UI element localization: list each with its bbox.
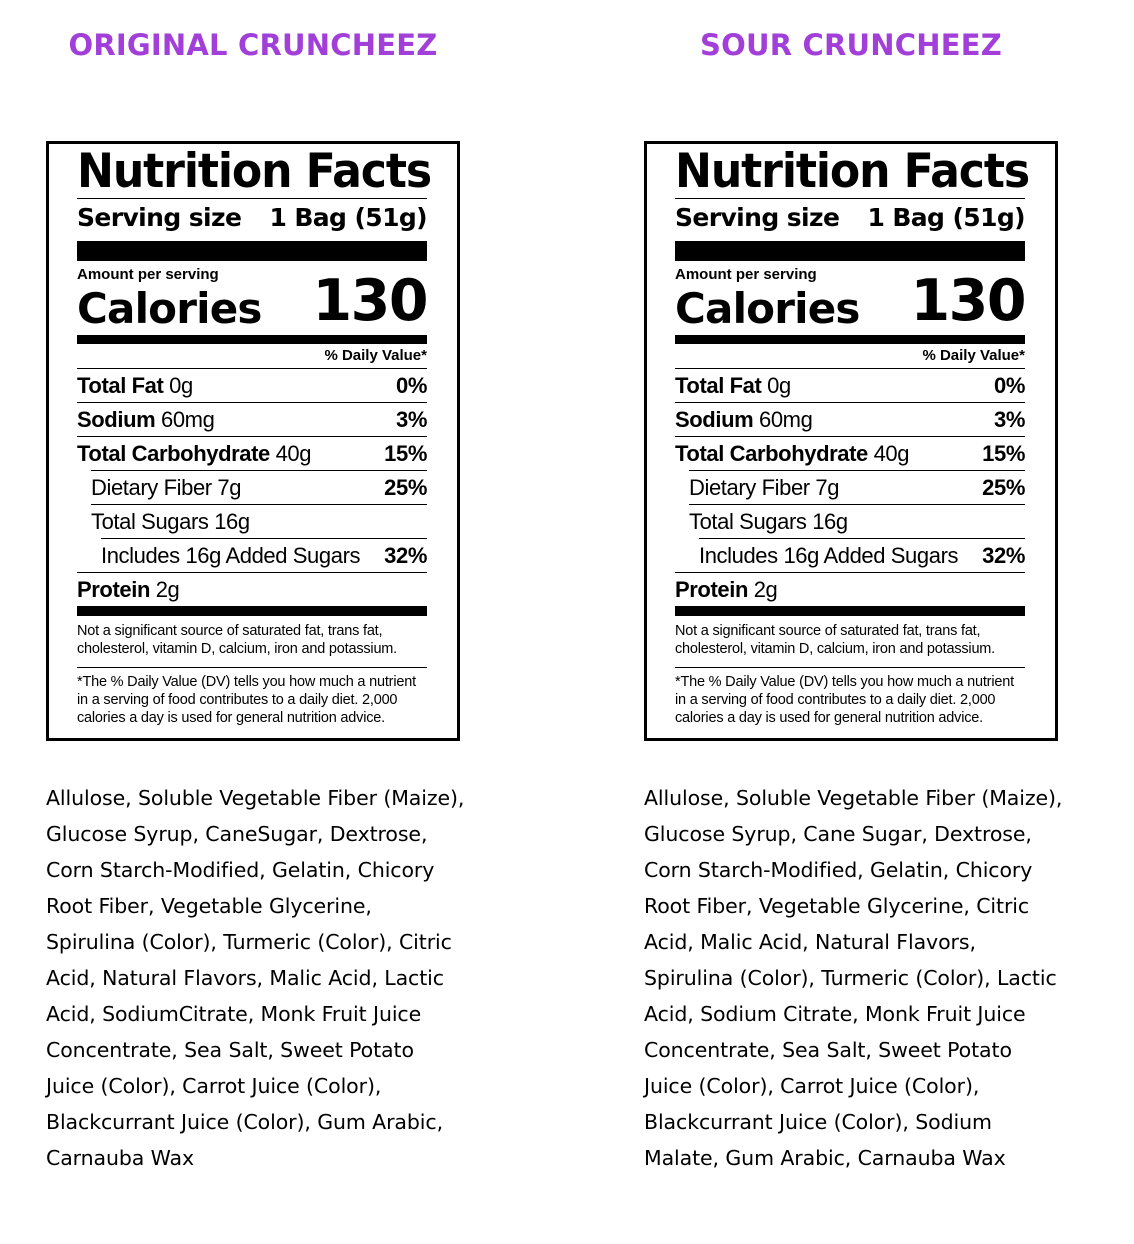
nutrient-dv: 25% — [384, 474, 427, 500]
nutrient-row-sodium: Sodium 60mg 3% — [675, 402, 1025, 436]
nutrient-row-total-fat: Total Fat 0g 0% — [77, 368, 427, 402]
calories-row: Calories 130 — [77, 273, 429, 333]
nutrient-dv: 3% — [396, 406, 427, 432]
nutrient-name: Sodium — [77, 406, 156, 432]
nutrient-name: Total Sugars 16g — [91, 508, 250, 534]
serving-size-row: Serving size 1 Bag (51g) — [77, 199, 428, 237]
nutrient-dv: 15% — [982, 440, 1025, 466]
divider — [675, 198, 1025, 199]
serving-size-label: Serving size — [675, 203, 840, 232]
nutrient-row-total-fat: Total Fat 0g 0% — [675, 368, 1025, 402]
nutrient-name: Total Carbohydrate — [675, 440, 868, 466]
nutrient-name: Protein — [77, 576, 150, 602]
nutrient-row-dietary-fiber: Dietary Fiber 7g 25% — [689, 470, 1025, 504]
nutrient-amount: 2g — [753, 576, 778, 602]
serving-size-label: Serving size — [77, 203, 242, 232]
nutrient-row-total-carbohydrate: Total Carbohydrate 40g 15% — [675, 436, 1025, 470]
divider-thick — [675, 241, 1025, 261]
nutrient-amount: 0g — [169, 372, 193, 398]
nutrient-row-total-sugars: Total Sugars 16g — [689, 504, 1025, 538]
nutrient-dv: 15% — [384, 440, 427, 466]
product-title: ORIGINAL CRUNCHEEZ — [68, 28, 438, 62]
nutrient-amount: 40g — [873, 440, 910, 466]
nutrient-dv: 32% — [384, 542, 427, 568]
nutrient-name: Dietary Fiber 7g — [689, 474, 840, 500]
nutrient-row-protein: Protein 2g — [77, 572, 427, 606]
nutrient-amount: 60mg — [758, 406, 813, 432]
nutrient-name: Dietary Fiber 7g — [91, 474, 242, 500]
nutrient-name: Includes 16g Added Sugars — [699, 542, 959, 568]
daily-value-header: % Daily Value* — [922, 347, 1025, 364]
nutrient-row-dietary-fiber: Dietary Fiber 7g 25% — [91, 470, 427, 504]
nutrition-footnote: Not a significant source of saturated fa… — [675, 623, 996, 657]
divider-thick — [675, 606, 1025, 616]
amount-per-serving: Amount per serving — [77, 266, 219, 283]
calories-value: 130 — [910, 268, 1027, 334]
nutrition-facts-heading: Nutrition Facts — [77, 144, 432, 199]
nutrition-facts-heading: Nutrition Facts — [675, 144, 1030, 199]
calories-label: Calories — [77, 284, 262, 333]
divider — [77, 198, 427, 199]
nutrient-name: Total Fat — [77, 372, 164, 398]
divider-thick — [77, 241, 427, 261]
nutrient-row-protein: Protein 2g — [675, 572, 1025, 606]
nutrient-name: Protein — [675, 576, 748, 602]
nutrient-row-total-sugars: Total Sugars 16g — [91, 504, 427, 538]
nutrient-row-added-sugars: Includes 16g Added Sugars 32% — [699, 538, 1025, 572]
nutrient-dv: 32% — [982, 542, 1025, 568]
nutrient-name: Total Fat — [675, 372, 762, 398]
daily-value-header: % Daily Value* — [324, 347, 427, 364]
calories-row: Calories 130 — [675, 273, 1027, 333]
nutrient-row-sodium: Sodium 60mg 3% — [77, 402, 427, 436]
calories-value: 130 — [312, 268, 429, 334]
nutrient-row-total-carbohydrate: Total Carbohydrate 40g 15% — [77, 436, 427, 470]
nutrient-row-added-sugars: Includes 16g Added Sugars 32% — [101, 538, 427, 572]
daily-value-note: *The % Daily Value (DV) tells you how mu… — [77, 667, 427, 727]
nutrient-name: Sodium — [675, 406, 754, 432]
nutrition-footnote: Not a significant source of saturated fa… — [77, 623, 398, 657]
amount-per-serving: Amount per serving — [675, 266, 817, 283]
ingredients-list: Allulose, Soluble Vegetable Fiber (Maize… — [46, 786, 465, 1170]
nutrient-dv: 0% — [396, 372, 427, 398]
nutrition-facts-label: Nutrition Facts Serving size 1 Bag (51g)… — [644, 141, 1058, 741]
divider-medium — [675, 335, 1025, 344]
serving-size-value: 1 Bag (51g) — [269, 203, 427, 232]
nutrient-dv: 3% — [994, 406, 1025, 432]
nutrient-amount: 40g — [275, 440, 312, 466]
nutrient-dv: 0% — [994, 372, 1025, 398]
nutrient-name: Includes 16g Added Sugars — [101, 542, 361, 568]
product-title: SOUR CRUNCHEEZ — [700, 28, 1002, 62]
serving-size-row: Serving size 1 Bag (51g) — [675, 199, 1026, 237]
ingredients-list: Allulose, Soluble Vegetable Fiber (Maize… — [644, 786, 1063, 1170]
calories-label: Calories — [675, 284, 860, 333]
nutrient-amount: 0g — [767, 372, 791, 398]
nutrient-amount: 60mg — [160, 406, 215, 432]
nutrient-name: Total Sugars 16g — [689, 508, 848, 534]
nutrient-dv: 25% — [982, 474, 1025, 500]
nutrient-amount: 2g — [155, 576, 180, 602]
daily-value-note: *The % Daily Value (DV) tells you how mu… — [675, 667, 1025, 727]
divider-medium — [77, 335, 427, 344]
divider-thick — [77, 606, 427, 616]
serving-size-value: 1 Bag (51g) — [867, 203, 1025, 232]
nutrition-facts-label: Nutrition Facts Serving size 1 Bag (51g)… — [46, 141, 460, 741]
nutrient-name: Total Carbohydrate — [77, 440, 270, 466]
